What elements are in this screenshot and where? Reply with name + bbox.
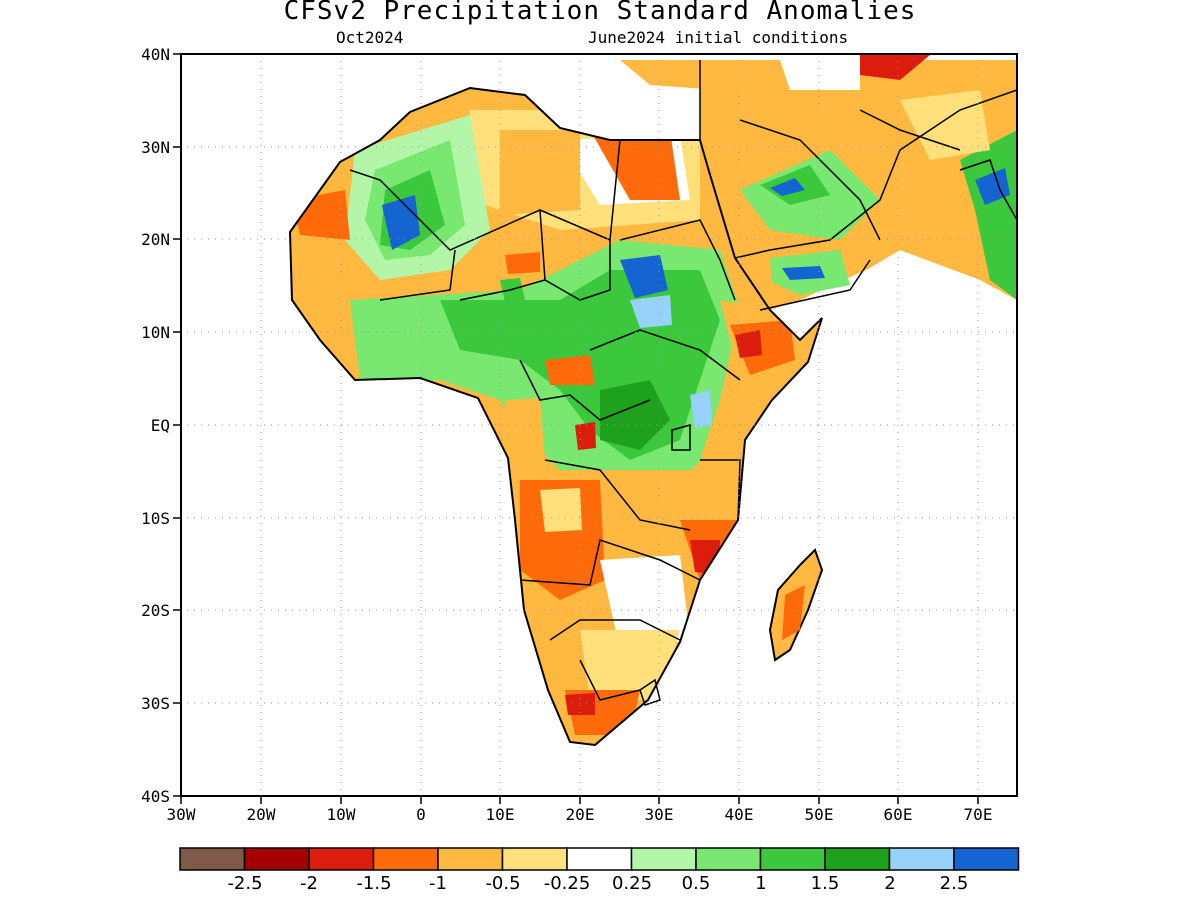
colorbar-swatch: [243, 847, 310, 871]
lon-label-40e: 40E: [725, 805, 754, 824]
colorbar-swatch: [630, 847, 697, 871]
lon-label-30e: 30E: [645, 805, 674, 824]
colorbar-label-1: 1: [755, 873, 766, 894]
lon-label-60e: 60E: [884, 805, 913, 824]
lat-label-30s: 30S: [141, 694, 170, 713]
colorbar-label-neg1_5: -1.5: [356, 873, 391, 894]
lat-label-30n: 30N: [141, 138, 170, 157]
colorbar-swatch: [437, 847, 504, 871]
lat-label-40n: 40N: [141, 45, 170, 64]
colorbar-swatch: [179, 847, 246, 871]
lon-label-10e: 10E: [486, 805, 515, 824]
lon-label-10w: 10W: [327, 805, 356, 824]
colorbar-swatch: [501, 847, 568, 871]
coastlines-borders: [288, 60, 1017, 747]
colorbar-labels: -2.5 -2 -1.5 -1 -0.5 -0.25 0.25 0.5 1 1.…: [227, 873, 968, 894]
colorbar-swatch: [308, 847, 375, 871]
lat-label-40s: 40S: [141, 787, 170, 806]
longitude-labels: 30W 20W 10W 0 10E 20E 30E 40E 50E 60E 70…: [167, 805, 993, 824]
colorbar-label-2: 2: [884, 873, 895, 894]
lat-label-10n: 10N: [141, 323, 170, 342]
lead-month-label: Oct2024: [336, 28, 404, 47]
initial-conditions-label: June2024 initial conditions: [588, 28, 849, 47]
colorbar-swatch: [372, 847, 439, 871]
lat-label-20n: 20N: [141, 230, 170, 249]
mideast-red-area: [860, 55, 930, 80]
colorbar: [179, 847, 1020, 871]
lat-label-10s: 10S: [141, 509, 170, 528]
colorbar-swatch: [695, 847, 762, 871]
colorbar-label-0_25: 0.25: [612, 873, 652, 894]
lon-label-50e: 50E: [805, 805, 834, 824]
lon-label-70e: 70E: [964, 805, 993, 824]
mideast-white-area: [780, 60, 860, 90]
colorbar-label-neg0_25: -0.25: [544, 873, 591, 894]
colorbar-label-neg2: -2: [300, 873, 318, 894]
colorbar-label-neg1: -1: [429, 873, 447, 894]
tick-marks: [173, 53, 979, 804]
lon-label-20w: 20W: [247, 805, 276, 824]
colorbar-swatch: [759, 847, 826, 871]
arabia-blue-patch: [770, 178, 805, 196]
colorbar-swatch: [953, 847, 1020, 871]
colorbar-swatch: [566, 847, 633, 871]
lat-label-eq: EQ: [151, 416, 170, 435]
colorbar-label-neg2_5: -2.5: [227, 873, 262, 894]
yemen-blue-patch: [782, 266, 825, 280]
europe-fragments: [620, 60, 760, 90]
colorbar-label-2_5: 2.5: [940, 873, 969, 894]
colorbar-label-1_5: 1.5: [811, 873, 840, 894]
lon-label-20e: 20E: [566, 805, 595, 824]
lon-label-30w: 30W: [167, 805, 196, 824]
lat-label-20s: 20S: [141, 601, 170, 620]
colorbar-swatch: [888, 847, 955, 871]
colorbar-label-neg0_5: -0.5: [485, 873, 520, 894]
colorbar-swatch: [824, 847, 891, 871]
india-blue-patch: [975, 168, 1010, 205]
lon-label-0: 0: [416, 805, 426, 824]
gridlines: [180, 54, 1017, 796]
colorbar-label-0_5: 0.5: [682, 873, 711, 894]
anomaly-shading-layer: [290, 55, 1017, 745]
madagascar-dry-patch: [782, 585, 805, 640]
latitude-labels: 40N 30N 20N 10N EQ 10S 20S 30S 40S: [141, 45, 170, 806]
map-title: CFSv2 Precipitation Standard Anomalies: [283, 0, 917, 26]
